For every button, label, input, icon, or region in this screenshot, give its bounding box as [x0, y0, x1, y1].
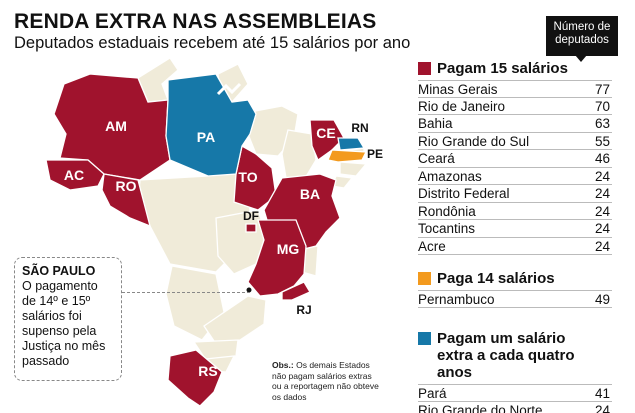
rows-14: Pernambuco 49 [418, 290, 612, 308]
section-title-line2: extra a cada quatro anos [437, 347, 575, 381]
obs-text: Os demais Estados não pagam salários ext… [272, 360, 379, 402]
label-ro: RO [116, 178, 137, 194]
row-count: 24 [594, 238, 610, 254]
state-mg [247, 219, 307, 297]
table-row: Pernambuco 49 [418, 290, 612, 308]
section-heading: Pagam um salário extra a cada quatro ano… [418, 330, 612, 381]
label-rn: RN [351, 121, 368, 135]
row-state: Bahia [418, 116, 453, 131]
state-to [233, 144, 277, 211]
row-state: Rondônia [418, 203, 476, 219]
row-state: Rio Grande do Norte [418, 402, 543, 413]
count-header-line1: Número de [553, 21, 611, 33]
label-pa: PA [197, 129, 215, 145]
row-state: Minas Gerais [418, 82, 498, 97]
section-title: Paga 14 salários [437, 270, 555, 287]
count-header-line2: deputados [555, 34, 609, 46]
label-mg: MG [277, 241, 300, 257]
table-row: Ceará 46 [418, 150, 612, 168]
state-ac [45, 159, 105, 191]
section-14-salaries: Paga 14 salários Pernambuco 49 [418, 270, 612, 308]
row-state: Rio Grande do Sul [418, 133, 530, 149]
section-title-line1: Pagam um salário [437, 330, 566, 347]
row-count: 24 [594, 402, 610, 413]
row-count: 24 [594, 168, 610, 184]
row-state: Distrito Federal [418, 186, 510, 201]
state-rs [167, 349, 223, 407]
section-heading: Paga 14 salários [418, 270, 612, 287]
row-count: 46 [594, 151, 610, 166]
row-count: 49 [594, 292, 610, 307]
table-row: Amazonas 24 [418, 168, 612, 185]
legend-swatch-orange [418, 272, 431, 285]
header-pointer [575, 55, 587, 62]
legend-swatch-blue [418, 332, 431, 345]
table-row: Acre 24 [418, 238, 612, 255]
brazil-map: AM PA AC RO TO CE RN PE BA DF MG RJ RS [45, 57, 383, 407]
row-count: 55 [594, 133, 610, 149]
row-state: Pernambuco [418, 292, 495, 307]
chart-subtitle: Deputados estaduais recebem até 15 salár… [14, 34, 411, 52]
section-one-salary-four-years: Pagam um salário extra a cada quatro ano… [418, 330, 612, 413]
state-am [53, 73, 171, 181]
section-heading: Pagam 15 salários [418, 60, 612, 77]
state-df [245, 223, 257, 233]
state-ro [101, 173, 151, 228]
table-row: Rio Grande do Norte 24 [418, 402, 612, 413]
row-count: 41 [594, 386, 610, 401]
state-pe [327, 149, 368, 163]
sao-paulo-callout: SÃO PAULO O pagamento de 14º e 15º salár… [14, 257, 122, 381]
table-row: Tocantins 24 [418, 220, 612, 238]
table-row: Pará 41 [418, 384, 612, 402]
count-column-header: Número de deputados [546, 16, 618, 56]
callout-leader-line [122, 292, 250, 293]
row-count: 24 [594, 221, 610, 236]
chart-title: RENDA EXTRA NAS ASSEMBLEIAS [14, 10, 377, 33]
state-pa [165, 73, 257, 177]
label-rs: RS [198, 363, 217, 379]
observation-note: Obs.: Os demais Estados não pagam salári… [272, 360, 380, 402]
obs-label: Obs.: [272, 360, 294, 370]
label-ba: BA [300, 186, 320, 202]
table-row: Bahia 63 [418, 115, 612, 133]
row-state: Ceará [418, 151, 455, 166]
row-count: 24 [594, 203, 610, 219]
state-pr [192, 339, 239, 361]
callout-title: SÃO PAULO [22, 264, 96, 278]
row-state: Amazonas [418, 168, 482, 184]
section-title: Pagam 15 salários [437, 60, 568, 77]
section-15-salaries: Pagam 15 salários Minas Gerais 77 Rio de … [418, 60, 612, 255]
label-rj: RJ [296, 303, 311, 317]
callout-body: O pagamento de 14º e 15º salários foi su… [22, 279, 106, 368]
table-row: Rio de Janeiro 70 [418, 98, 612, 115]
legend-swatch-red [418, 62, 431, 75]
row-state: Pará [418, 386, 447, 401]
state-rj [281, 281, 311, 301]
row-state: Rio de Janeiro [418, 98, 506, 114]
sao-paulo-dot [246, 287, 252, 293]
coast-marker [216, 82, 242, 96]
label-to: TO [238, 169, 257, 185]
label-am: AM [105, 118, 127, 134]
table-row: Minas Gerais 77 [418, 80, 612, 98]
state-rn [337, 137, 366, 151]
table-row: Rio Grande do Sul 55 [418, 133, 612, 150]
row-count: 24 [594, 186, 610, 201]
rows-15: Minas Gerais 77 Rio de Janeiro 70 Bahia 63 … [418, 80, 612, 255]
row-count: 77 [594, 82, 610, 97]
label-ce: CE [316, 125, 335, 141]
table-row: Distrito Federal 24 [418, 185, 612, 203]
row-count: 63 [594, 116, 610, 131]
label-df: DF [243, 209, 259, 223]
label-ac: AC [64, 167, 84, 183]
row-state: Tocantins [418, 221, 476, 236]
state-al [339, 161, 368, 177]
rows-one-salary: Pará 41 Rio Grande do Norte 24 [418, 384, 612, 413]
label-pe: PE [367, 147, 383, 161]
row-count: 70 [594, 98, 610, 114]
section-title: Pagam um salário extra a cada quatro ano… [437, 330, 612, 381]
row-state: Acre [418, 238, 446, 254]
table-row: Rondônia 24 [418, 203, 612, 220]
